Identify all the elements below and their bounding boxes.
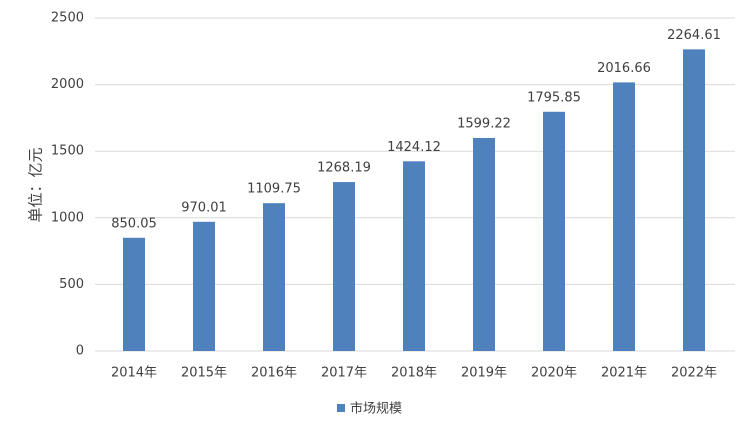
bar (613, 82, 635, 351)
x-tick-label: 2018年 (391, 366, 437, 381)
x-tick-label: 2021年 (601, 366, 647, 381)
bar (333, 182, 355, 351)
data-label: 970.01 (181, 200, 227, 215)
legend-label: 市场规模 (350, 401, 402, 417)
x-tick-label: 2022年 (671, 366, 717, 381)
data-label: 1268.19 (317, 161, 371, 176)
x-tick-label: 2016年 (251, 366, 297, 381)
y-tick-label: 1000 (51, 210, 84, 225)
y-tick-label: 500 (59, 277, 84, 292)
data-label: 1795.85 (527, 90, 581, 105)
y-tick-label: 0 (76, 344, 84, 359)
y-tick-label: 2000 (51, 77, 84, 92)
data-label: 2264.61 (667, 28, 721, 43)
data-label: 1109.75 (247, 182, 301, 197)
x-tick-label: 2020年 (531, 366, 577, 381)
legend-swatch (337, 404, 345, 412)
y-axis-label: 单位：亿元 (27, 147, 45, 222)
data-label: 1424.12 (387, 140, 441, 155)
bar (543, 111, 565, 351)
data-label: 850.05 (111, 216, 157, 231)
x-tick-label: 2014年 (111, 366, 157, 381)
bar (473, 137, 495, 351)
x-tick-label: 2019年 (461, 366, 507, 381)
x-tick-label: 2017年 (321, 366, 367, 381)
bar (683, 49, 705, 352)
bar (123, 237, 145, 351)
bar (263, 203, 285, 351)
x-tick-label: 2015年 (181, 366, 227, 381)
data-label: 1599.22 (457, 116, 511, 131)
bar (193, 221, 215, 351)
y-tick-label: 2500 (51, 11, 84, 26)
bar (403, 161, 425, 351)
data-label: 2016.66 (597, 61, 651, 76)
y-tick-label: 1500 (51, 144, 84, 159)
